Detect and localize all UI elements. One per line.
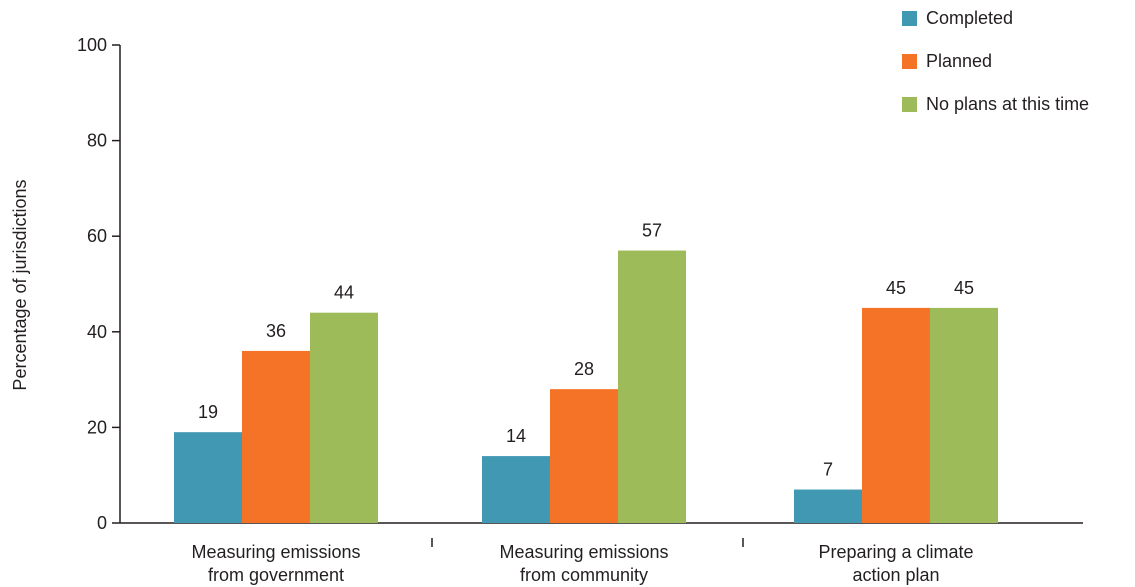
x-axis: Measuring emissions from government Measur… xyxy=(120,522,1083,585)
y-axis-title: Percentage of jurisdictions xyxy=(10,179,30,390)
y-axis: 0 20 40 60 80 100 xyxy=(77,35,121,533)
y-tick-label: 20 xyxy=(87,417,107,437)
bar-planned xyxy=(242,350,310,523)
bar-completed xyxy=(482,456,550,523)
bar-no-plans-at-this-time xyxy=(618,250,686,524)
bar-value-label: 45 xyxy=(886,278,906,298)
x-category-label: from government xyxy=(208,565,344,585)
y-tick-label: 80 xyxy=(87,131,107,151)
data-labels: 19 14 7 36 28 45 44 57 45 xyxy=(198,221,974,480)
legend-swatch xyxy=(902,11,917,26)
bar-completed xyxy=(174,432,242,523)
x-category-label: action plan xyxy=(852,565,939,585)
x-category-label: Preparing a climate xyxy=(818,542,973,562)
y-tick-label: 0 xyxy=(97,513,107,533)
bars xyxy=(174,250,998,524)
x-category-label: Measuring emissions xyxy=(191,542,360,562)
legend-swatch xyxy=(902,54,917,69)
bar-value-label: 45 xyxy=(954,278,974,298)
bar-completed xyxy=(794,489,862,523)
legend-label: Completed xyxy=(926,8,1013,28)
bar-no-plans-at-this-time xyxy=(310,312,378,523)
bar-value-label: 19 xyxy=(198,402,218,422)
bar-no-plans-at-this-time xyxy=(930,307,998,523)
bar-planned xyxy=(862,307,930,523)
y-tick-label: 40 xyxy=(87,322,107,342)
bar-value-label: 36 xyxy=(266,321,286,341)
bar-value-label: 28 xyxy=(574,359,594,379)
bar-value-label: 44 xyxy=(334,283,354,303)
bar-planned xyxy=(550,389,618,523)
legend-label: No plans at this time xyxy=(926,94,1089,114)
legend-label: Planned xyxy=(926,51,992,71)
legend-swatch xyxy=(902,97,917,112)
x-category-label: from community xyxy=(520,565,648,585)
bar-value-label: 14 xyxy=(506,426,526,446)
y-tick-label: 100 xyxy=(77,35,107,55)
bar-value-label: 7 xyxy=(823,460,833,480)
x-category-label: Measuring emissions xyxy=(499,542,668,562)
y-tick-label: 60 xyxy=(87,226,107,246)
bar-value-label: 57 xyxy=(642,221,662,241)
legend: Completed Planned No plans at this time xyxy=(902,8,1089,114)
